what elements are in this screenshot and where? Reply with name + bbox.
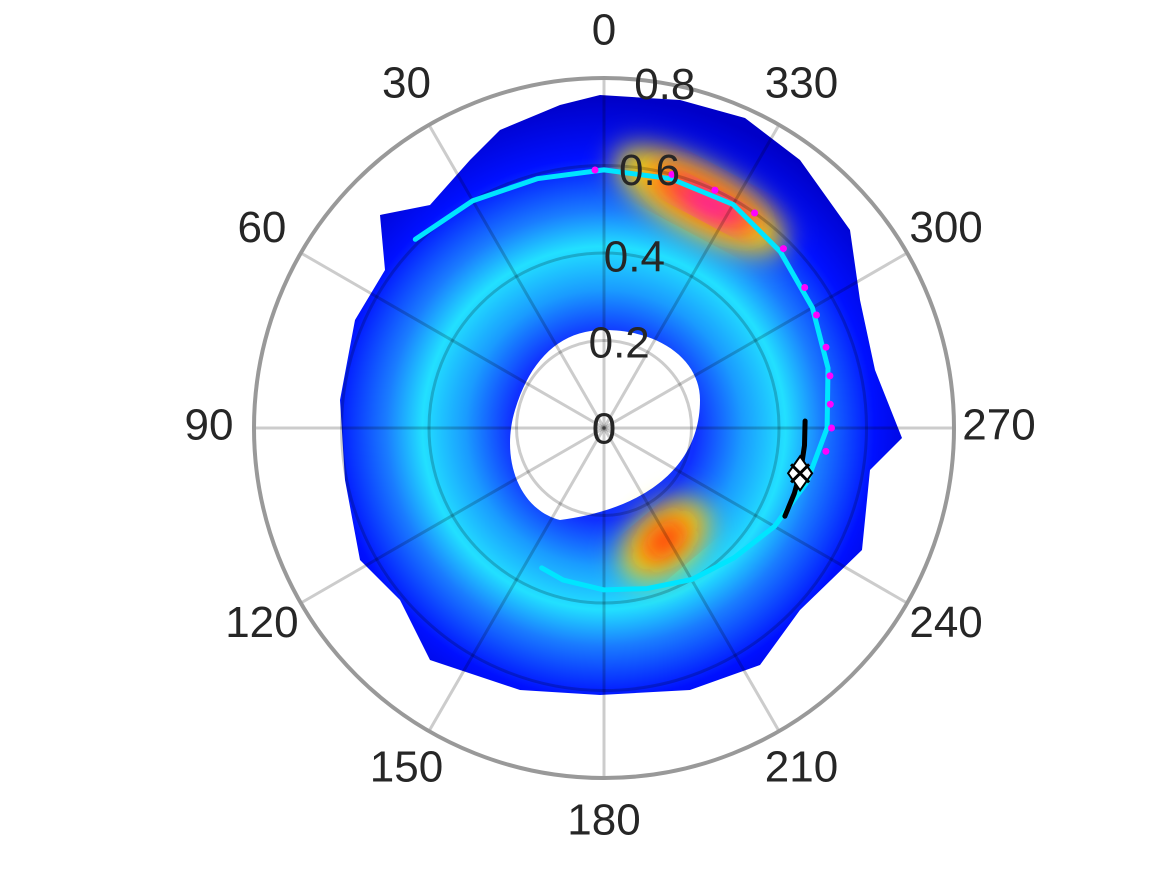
spoke [427,124,606,429]
r-tick-label: 0.2 [589,318,650,367]
grid [252,76,956,780]
theta-tick-label: 240 [909,598,982,647]
theta-tick-label: 270 [962,401,1035,450]
hotspot [639,517,691,563]
spoke [603,426,908,605]
heatmap [340,95,902,695]
series-point [826,372,834,380]
theta-tick-label: 30 [382,59,431,108]
r-tick-label: 0 [592,405,616,454]
spoke [300,426,605,605]
theta-tick-label: 120 [225,598,298,647]
theta-tick-label: 330 [765,59,838,108]
hotspot [678,186,742,224]
spoke [603,251,908,430]
series-point [779,245,787,253]
marker-cross [790,463,811,484]
spoke [427,427,606,732]
series-point [668,170,676,178]
series-point [828,424,835,432]
theta-tick-label: 0 [592,6,616,55]
spoke [300,251,605,430]
theta-tick-label: 150 [370,743,443,792]
series-point [591,166,599,174]
series-point [801,283,809,291]
series-point [822,343,830,351]
series-point [812,311,820,319]
spoke [602,124,781,429]
r-tick-label: 0.4 [604,232,665,281]
theta-tick-label: 210 [765,743,838,792]
theta-tick-label: 90 [185,401,234,450]
series-point [826,400,834,408]
grid-ring [340,164,868,692]
series-point [751,209,759,217]
theta-tick-label: 180 [567,796,640,845]
r-tick-label: 0.6 [619,146,680,195]
r-tick-label: 0.8 [634,60,695,109]
marks [412,166,835,593]
outer-ring [252,76,956,780]
theta-tick-label: 60 [237,203,286,252]
labels: 0 30 60 90 120 150 180 210 240 270 300 330 0 0.2 0.4 0.… [185,6,1036,845]
theta-tick-label: 300 [909,203,982,252]
marker [786,454,814,493]
series-point [711,186,719,194]
grid-ring [427,251,781,605]
series-point [822,447,830,455]
grid-ring [515,339,693,517]
